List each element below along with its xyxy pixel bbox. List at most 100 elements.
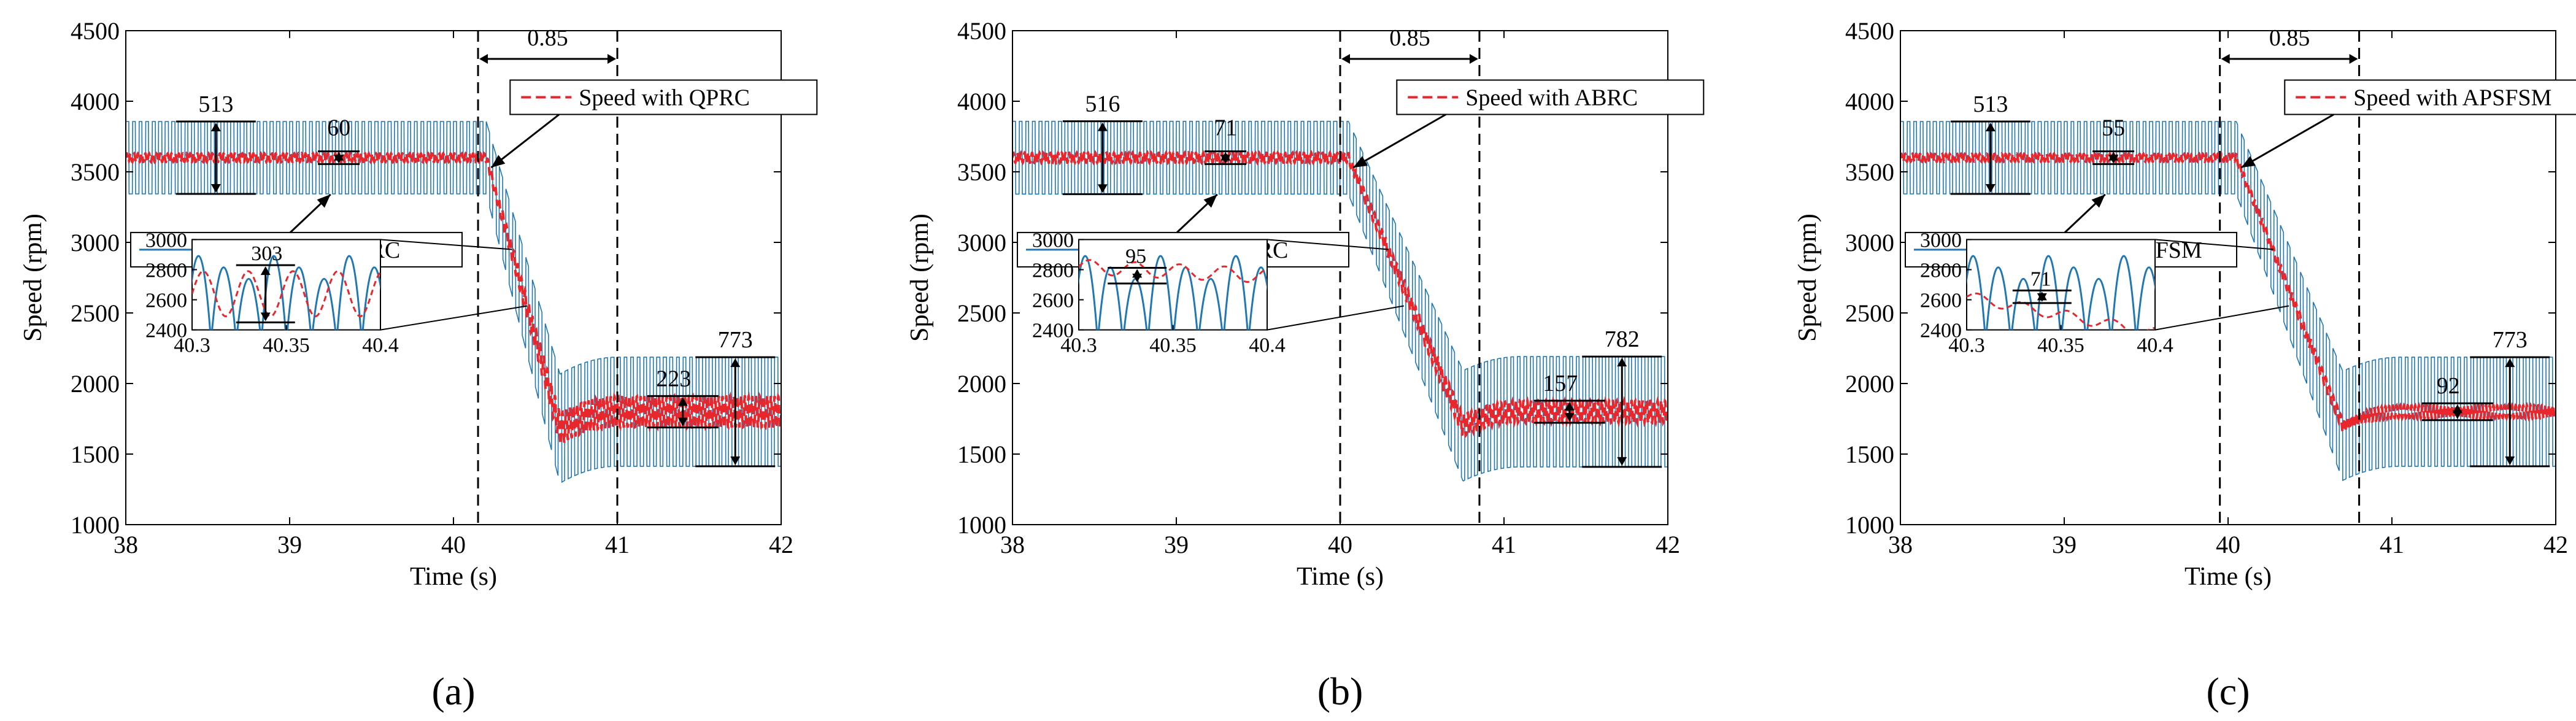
x-axis-label: Time (s): [1297, 563, 1384, 591]
end-pp-without-arrow-head-down: [1617, 457, 1627, 466]
end-pp-with-arrow-head-up: [1564, 401, 1575, 411]
y-tick-label: 4500: [1845, 17, 1894, 45]
y-tick-label: 1000: [71, 511, 120, 539]
interval-arrow-head-left: [479, 54, 488, 64]
end-pp-with-label: 157: [1543, 371, 1578, 396]
y-axis-label: Speed (rpm): [19, 214, 47, 342]
y-tick-label: 3000: [71, 229, 120, 256]
x-tick-label: 40: [1328, 531, 1352, 558]
panel-label: (c): [2206, 669, 2250, 713]
inset-y-tick-label: 3000: [1920, 229, 1962, 252]
y-axis-label: Speed (rpm): [906, 214, 934, 342]
y-tick-label: 3500: [1845, 158, 1894, 186]
inset-x-tick-label: 40.4: [362, 334, 399, 357]
start-pp-without-label: 516: [1085, 91, 1120, 117]
inset-pp-arrow-head-up: [260, 266, 271, 276]
y-tick-label: 1500: [1845, 441, 1894, 468]
legend-without-pointer: [289, 193, 331, 233]
legend-without-pointer-head: [317, 194, 331, 208]
inset-connector-bottom: [380, 305, 528, 331]
inset-connector-top: [1267, 239, 1389, 250]
end-pp-with-arrow-head-up: [677, 397, 688, 406]
x-tick-label: 39: [277, 531, 302, 558]
inset-frame: [1966, 239, 2156, 331]
inset-y-tick-label: 2600: [1032, 290, 1074, 312]
inset-connector-top: [380, 239, 512, 250]
start-pp-without-arrow-head-down: [1097, 184, 1108, 193]
start-pp-with-label: 71: [1214, 115, 1237, 141]
y-tick-label: 3000: [1845, 229, 1894, 256]
start-pp-with-arrow: [2092, 150, 2135, 165]
y-tick-label: 2500: [957, 299, 1006, 327]
end-pp-without-label: 773: [718, 327, 753, 353]
legend-with-pointer-head: [491, 155, 506, 168]
start-pp-with-label: 55: [2102, 115, 2125, 141]
inset-x-tick-label: 40.4: [1249, 334, 1286, 357]
legend-with-pointer-head: [2241, 156, 2256, 168]
start-pp-without-arrow-head-up: [210, 123, 221, 132]
interval-arrow-head-right: [2349, 54, 2358, 64]
y-tick-label: 1000: [1845, 511, 1894, 539]
inset: 40.3 40.35 40.4 2400 2600 2800 3000 95: [1032, 229, 1286, 357]
inset-without-line: [192, 255, 380, 330]
legend-with-box: [1396, 79, 1705, 115]
end-pp-with-arrow: [647, 395, 719, 429]
x-tick-label: 40: [2216, 531, 2240, 558]
inset-y-tick-label: 3000: [1032, 229, 1074, 252]
inset-x-tick-label: 40.3: [1060, 334, 1097, 357]
y-tick-label: 2000: [1845, 370, 1894, 398]
start-pp-with-head-down: [2108, 155, 2119, 164]
y-tick-label: 2500: [71, 299, 120, 327]
x-axis-label: Time (s): [2185, 563, 2272, 591]
interval-arrow-head-right: [1469, 54, 1478, 64]
inset-y-tick-label: 2400: [1032, 320, 1074, 342]
end-pp-with-arrow: [2421, 402, 2493, 422]
x-tick-label: 40: [441, 531, 466, 558]
inset-pp-label: 95: [1125, 245, 1146, 268]
speed-with-line: [126, 151, 781, 449]
start-pp-without-arrow: [1950, 120, 2030, 195]
legend-with-pointer-line: [2240, 114, 2335, 169]
inset-pp-arrow: [1108, 267, 1167, 285]
end-pp-without-arrow: [2470, 356, 2550, 468]
interval-label: 0.85: [1389, 25, 1430, 51]
legend-without-pointer-head: [2091, 194, 2105, 208]
inset-x-tick-label: 40.35: [2037, 334, 2084, 357]
end-pp-without-label: 773: [2493, 327, 2528, 353]
y-tick-label: 4000: [71, 88, 120, 115]
start-pp-without-arrow-head-up: [1097, 122, 1108, 131]
inset-y-tick-label: 2600: [1920, 290, 1962, 312]
chart-0: 38 39 40 41 42 1000 1500 2000 2500 3000 3500 4000 45…: [19, 17, 818, 713]
x-tick-label: 41: [1492, 531, 1516, 558]
inset-connector-top: [2154, 239, 2274, 250]
legend-with: Speed with QPRC: [509, 79, 818, 115]
end-pp-without-arrow-head-down: [2505, 456, 2515, 465]
inset-connector-bottom: [1267, 305, 1404, 331]
inset: 40.3 40.35 40.4 2400 2600 2800 3000 71: [1920, 229, 2173, 357]
y-tick-label: 4500: [71, 17, 120, 45]
legend-with-pointer: [490, 114, 560, 169]
start-pp-without-label: 513: [198, 91, 233, 117]
end-pp-without-arrow: [1582, 355, 1662, 468]
inset-pp-label: 71: [2030, 268, 2051, 290]
x-axis-label: Time (s): [410, 563, 497, 591]
start-pp-without-label: 513: [1973, 91, 2008, 117]
start-pp-with-arrow: [1205, 150, 1247, 165]
legend-without-pointer-head: [1203, 194, 1217, 208]
inset-pp-label: 303: [251, 242, 282, 265]
inset-connector-bottom: [2154, 305, 2289, 331]
y-tick-label: 2500: [1845, 299, 1894, 327]
inset: 40.3 40.35 40.4 2400 2600 2800 3000 303: [145, 229, 399, 357]
inset-x-tick-label: 40.35: [263, 334, 310, 357]
legend-with-pointer-line: [490, 114, 560, 169]
inset-pp-arrow-head-down: [1132, 274, 1143, 283]
inset-x-tick-label: 40.3: [1948, 334, 1985, 357]
y-tick-label: 4000: [1845, 88, 1894, 115]
start-pp-without-arrow: [175, 120, 256, 195]
end-pp-with-arrow-head-down: [677, 417, 688, 426]
interval-arrow-head-left: [1341, 54, 1350, 64]
inset-y-tick-label: 2400: [1920, 320, 1962, 342]
legend-with-pointer: [2240, 114, 2335, 169]
y-tick-label: 4500: [957, 17, 1006, 45]
